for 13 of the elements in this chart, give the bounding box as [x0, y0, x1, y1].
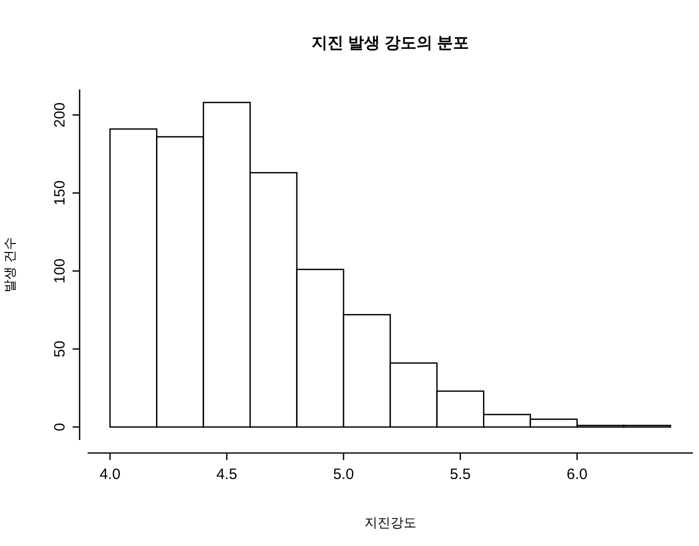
x-tick-label: 4.5	[216, 466, 238, 483]
x-axis-title: 지진강도	[364, 515, 416, 530]
y-tick-label: 100	[52, 258, 69, 284]
chart-title: 지진 발생 강도의 분포	[312, 35, 469, 52]
y-axis-title: 발생 건수	[2, 236, 17, 293]
y-tick-label: 200	[52, 102, 69, 128]
x-tick-label: 6.0	[566, 466, 588, 483]
y-tick-label: 150	[52, 180, 69, 206]
y-tick-label: 50	[52, 340, 69, 358]
x-tick-label: 4.0	[100, 466, 120, 483]
x-tick-label: 5.5	[450, 466, 471, 483]
y-tick-label: 0	[52, 422, 69, 432]
x-tick-label: 5.0	[333, 466, 354, 483]
